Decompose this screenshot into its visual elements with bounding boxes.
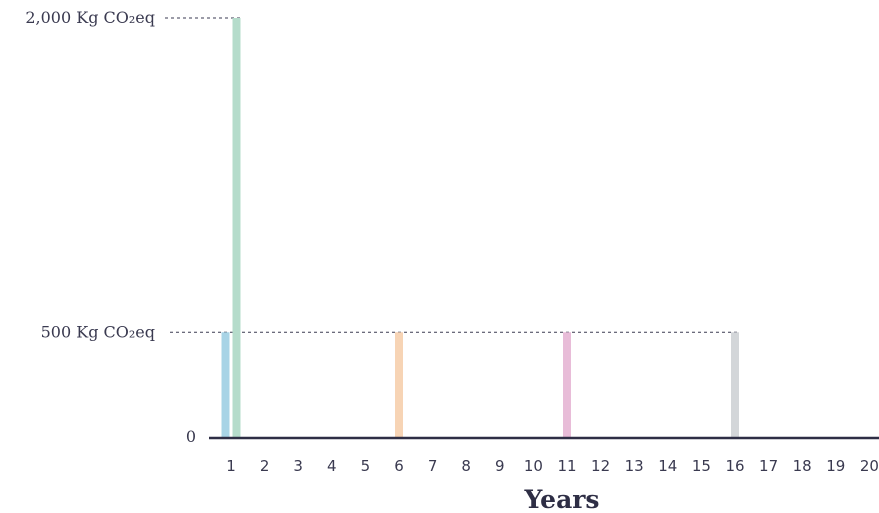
x-tick-label-9: 9 (495, 457, 505, 475)
x-tick-label-15: 15 (692, 457, 711, 475)
x-axis-title: Years (523, 485, 599, 513)
x-tick-label-10: 10 (524, 457, 543, 475)
x-tick-label-11: 11 (557, 457, 576, 475)
x-tick-label-4: 4 (327, 457, 337, 475)
x-tick-label-20: 20 (860, 457, 879, 475)
x-tick-label-19: 19 (826, 457, 845, 475)
reference-lines (165, 17, 739, 333)
x-tick-labels: 1 2 3 4 5 6 7 8 9 10 11 12 13 14 15 16 17 18 19 20 (226, 457, 879, 475)
x-tick-label-1: 1 (226, 457, 236, 475)
x-tick-label-2: 2 (260, 457, 270, 475)
x-tick-label-6: 6 (394, 457, 404, 475)
y-tick-labels: 0 500 Kg CO₂eq 2,000 Kg CO₂eq (25, 8, 196, 446)
y-tick-label-2000: 2,000 Kg CO₂eq (25, 8, 155, 27)
y-tick-label-500: 500 Kg CO₂eq (41, 322, 155, 341)
bars (221, 18, 739, 437)
bar-year-6-500 (395, 332, 403, 437)
x-tick-label-17: 17 (759, 457, 778, 475)
x-tick-label-7: 7 (428, 457, 438, 475)
x-tick-label-18: 18 (793, 457, 812, 475)
x-tick-label-8: 8 (461, 457, 471, 475)
x-tick-label-5: 5 (361, 457, 371, 475)
x-tick-label-13: 13 (625, 457, 644, 475)
bar-year-1-2000 (232, 18, 241, 437)
bar-year-16-500 (731, 332, 739, 437)
x-tick-label-12: 12 (591, 457, 610, 475)
bar-year-11-500 (563, 332, 571, 437)
x-tick-label-16: 16 (725, 457, 744, 475)
bar-year-1-500 (221, 332, 230, 437)
x-tick-label-3: 3 (293, 457, 303, 475)
y-tick-label-0: 0 (186, 427, 196, 446)
x-tick-label-14: 14 (658, 457, 677, 475)
